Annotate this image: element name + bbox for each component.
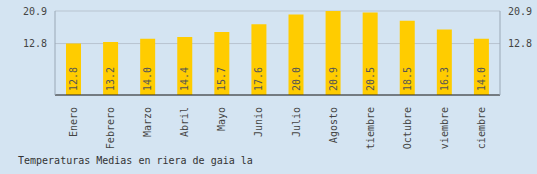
svg-text:Abril: Abril	[179, 107, 190, 137]
svg-text:15.7: 15.7	[216, 67, 227, 91]
svg-text:17.6: 17.6	[253, 67, 264, 91]
svg-text:Diciembre: Diciembre	[476, 107, 487, 150]
svg-text:14.0: 14.0	[142, 67, 153, 91]
svg-text:Agosto: Agosto	[328, 107, 339, 143]
svg-text:18.5: 18.5	[402, 67, 413, 91]
svg-text:12.8: 12.8	[68, 67, 79, 91]
svg-text:Octubre: Octubre	[402, 107, 413, 149]
svg-text:14.4: 14.4	[179, 67, 190, 91]
svg-text:Mayo: Mayo	[216, 107, 227, 131]
svg-text:Septiembre: Septiembre	[365, 107, 376, 150]
svg-text:Febrero: Febrero	[105, 107, 116, 149]
svg-text:20.9: 20.9	[508, 6, 529, 17]
svg-text:Junio: Junio	[253, 107, 264, 137]
svg-text:Julio: Julio	[291, 107, 302, 137]
svg-text:16.3: 16.3	[439, 67, 450, 91]
svg-text:Enero: Enero	[68, 107, 79, 137]
svg-text:13.2: 13.2	[105, 67, 116, 91]
svg-text:12.8: 12.8	[23, 38, 47, 49]
html-text:Temperaturas Medias en riera d: Temperaturas Medias en riera de gaia la	[18, 155, 253, 166]
svg-text:Noviembre: Noviembre	[439, 107, 450, 150]
svg-text:20.9: 20.9	[23, 6, 47, 17]
svg-text:20.9: 20.9	[328, 67, 339, 91]
svg-text:20.0: 20.0	[291, 67, 302, 91]
svg-text:12.8: 12.8	[508, 38, 529, 49]
svg-text:Marzo: Marzo	[142, 107, 153, 137]
svg-text:14.0: 14.0	[476, 67, 487, 91]
svg-text:20.5: 20.5	[365, 67, 376, 91]
